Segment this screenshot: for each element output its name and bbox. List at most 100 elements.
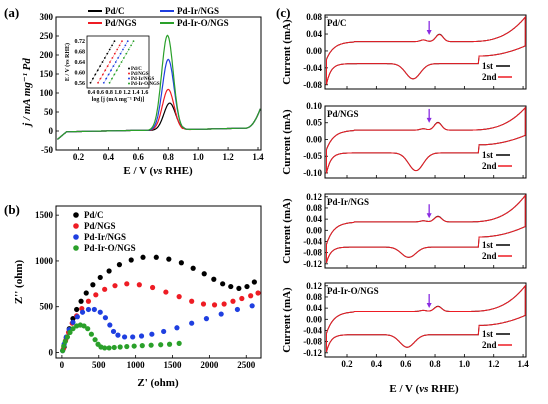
y-tick-label: -0.12 [303, 259, 322, 269]
panel-b-x-axis-label: Z' (ohm) [137, 377, 179, 389]
panel-a-y-axis-label: j / mA mg⁻¹ Pd [21, 58, 33, 128]
nyquist-point-pd-c [116, 262, 123, 268]
inset-y-tick-label: 0.64 [75, 60, 86, 66]
panel-b-label: (b) [4, 202, 20, 217]
x-tick-label: 500 [92, 360, 106, 370]
x-tick-label: 1.0 [459, 359, 471, 369]
y-tick-label: 300 [40, 12, 54, 22]
nyquist-point-pd-ngs [150, 284, 156, 291]
y-tick-label: -0.04 [303, 63, 322, 73]
y-tick-label: 0.04 [306, 214, 322, 224]
nyquist-point-pd-c [201, 271, 207, 277]
nyquist-point-pd-ir-ngs [203, 316, 210, 322]
nyquist-point-pd-ir-o-ngs [61, 343, 67, 349]
x-tick-label: 1500 [164, 360, 183, 370]
inset-legend-marker [128, 72, 130, 75]
x-tick-label: 0.4 [103, 152, 115, 162]
nyquist-point-pd-ngs [211, 302, 218, 308]
peak-arrow-head [426, 117, 432, 123]
nyquist-point-pd-c [236, 285, 242, 292]
y-tick-label: 0.00 [306, 225, 322, 235]
y-tick-label: 0.12 [306, 192, 322, 202]
legend-label: Pd-Ir-O/NGS [177, 18, 229, 28]
y-tick-label: 0.00 [306, 46, 322, 56]
x-tick-label: 0.4 [371, 359, 383, 369]
nyquist-point-pd-ir-ngs [102, 315, 109, 321]
nyquist-point-pd-ngs [230, 298, 236, 304]
y-tick-label: 0 [49, 126, 54, 136]
nyquist-point-pd-ir-o-ngs [92, 337, 98, 343]
x-tick-label: 2500 [237, 360, 256, 370]
inset-point [132, 40, 135, 43]
x-tick-label: 1.2 [222, 152, 234, 162]
y-tick-label: -0.10 [303, 168, 322, 178]
nyquist-point-pd-ir-ngs [79, 309, 86, 315]
y-tick-label: 0.04 [306, 29, 322, 39]
y-tick-label: 100 [40, 88, 54, 98]
nyquist-point-pd-ir-ngs [97, 309, 103, 315]
subpanel-title: Pd/C [327, 18, 347, 28]
y-tick-label: -50 [41, 145, 53, 155]
nyquist-point-pd-ir-o-ngs [60, 348, 66, 354]
subpanel-title: Pd-Ir/NGS [327, 197, 369, 207]
legend-label-1st: 1st [482, 150, 493, 160]
nyquist-point-pd-c [178, 260, 184, 266]
nyquist-point-pd-ir-ngs [130, 334, 136, 340]
legend-label-2nd: 2nd [482, 72, 497, 82]
nyquist-point-pd-ir-o-ngs [106, 345, 112, 351]
y-tick-label: 0.08 [306, 12, 322, 22]
inset-fit-line [103, 41, 128, 83]
legend-label: Pd/C [105, 6, 125, 16]
legend-marker [73, 245, 79, 251]
inset-legend-label: Pd/C [131, 67, 142, 72]
panel-b-axes-frame [55, 205, 262, 359]
inset-fit-line [109, 41, 134, 83]
nyquist-point-pd-ir-o-ngs [85, 326, 91, 332]
cv-subpanel-pd-ngs: -0.10 -0.05 0.00 0.05 0.10 Pd/NGS Current (mA)… [281, 101, 527, 179]
nyquist-point-pd-ir-o-ngs [131, 343, 137, 349]
x-tick-label: 0.2 [73, 152, 85, 162]
nyquist-point-pd-ngs [136, 282, 142, 288]
nyquist-point-pd-ir-ngs [234, 306, 241, 313]
nyquist-point-pd-ir-ngs [115, 332, 121, 338]
nyquist-point-pd-ir-ngs [91, 306, 97, 313]
y-tick-label: 0.00 [306, 314, 322, 324]
y-tick-label: -0.08 [303, 80, 322, 90]
subpanel-y-axis-label: Current (mA) [281, 109, 293, 175]
peak-arrow-head [426, 29, 432, 35]
nyquist-point-pd-ngs [221, 301, 227, 307]
nyquist-point-pd-ir-ngs [149, 331, 155, 337]
legend-label: Pd-Ir-O/NGS [84, 243, 136, 253]
y-tick-label: 0.12 [306, 281, 322, 291]
cv-curve-2nd [326, 106, 526, 174]
nyquist-point-pd-ir-ngs [249, 303, 255, 309]
nyquist-point-pd-c [106, 268, 112, 274]
nyquist-point-pd-ngs [200, 301, 207, 307]
cv-curve-2nd [326, 284, 526, 353]
y-tick-label: 0.08 [306, 203, 322, 213]
nyquist-point-pd-ngs [102, 286, 108, 292]
nyquist-point-pd-ir-o-ngs [81, 323, 87, 329]
inset-x-tick-label: 1.0 [114, 90, 122, 96]
subpanel-y-axis-label: Current (mA) [281, 287, 293, 353]
y-tick-label: -0.08 [303, 248, 322, 258]
subpanel-axes-frame [324, 14, 527, 90]
inset-x-tick-label: 0.6 [97, 90, 105, 96]
nyquist-point-pd-ir-ngs [138, 333, 145, 339]
y-tick-label: 1500 [35, 210, 54, 220]
nyquist-point-pd-c [228, 283, 234, 290]
panel-c-x-axis-label: E / V (vs RHE) [389, 383, 459, 395]
nyquist-point-pd-ir-ngs [85, 306, 92, 313]
inset-legend-label: Pd-Ir-O/NGS [131, 82, 160, 87]
legend-label-1st: 1st [482, 240, 493, 250]
nyquist-point-pd-c [128, 257, 134, 263]
y-tick-label: 0 [49, 348, 54, 358]
nyquist-point-pd-ir-ngs [218, 311, 224, 317]
legend-marker [73, 212, 79, 218]
peak-arrow-head [426, 213, 432, 219]
nyquist-point-pd-ir-o-ngs [117, 344, 123, 350]
cv-subpanel-pd-ir-ngs: -0.12-0.08 -0.040.000.040.080.12 Pd-Ir/NGS… [281, 192, 527, 269]
y-tick-label: 200 [40, 50, 54, 60]
nyquist-point-pd-ir-ngs [189, 320, 195, 326]
subpanel-title: Pd/NGS [327, 109, 359, 119]
